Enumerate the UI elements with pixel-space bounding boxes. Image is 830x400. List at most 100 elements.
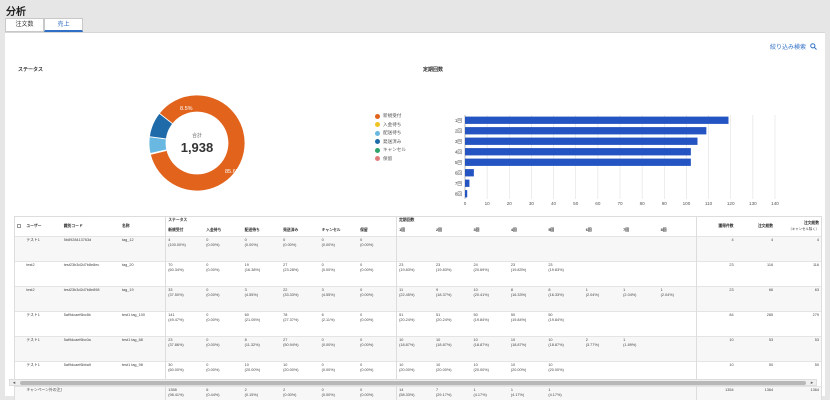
cell-status-count: 27 [283, 337, 288, 342]
bar-3回[interactable] [465, 137, 698, 145]
legend-dot-icon [375, 156, 380, 162]
cell-status-percent: (16.38%) [244, 267, 261, 272]
col-status[interactable]: 保留 [360, 228, 368, 232]
legend-label: 保留 [383, 155, 393, 161]
cell-status: 6 (2.11%) [320, 311, 358, 336]
tab-sales[interactable]: 売上 [44, 18, 83, 32]
col-repeat[interactable]: 2回 [436, 228, 442, 232]
x-tick-label: 130 [749, 201, 757, 205]
bar-1回[interactable] [465, 116, 729, 124]
cell-orders: 285 [766, 312, 774, 317]
col-repeat[interactable]: 3回 [473, 228, 480, 232]
x-tick-label: 100 [683, 201, 691, 205]
cell-status-count: 2 [244, 387, 247, 392]
col-repeat[interactable]: 6回 [585, 228, 592, 232]
cell-status: 0 (0.00%) [358, 361, 397, 386]
cell-repeat-percent: (20.00%) [436, 367, 452, 372]
table-row[interactable]: テスト1 5af9dcaef6bc0a test1 tag_88 23 (37.86%)… [15, 336, 821, 361]
cell-status-percent: (0.00%) [206, 342, 220, 347]
col-name[interactable]: 名称 [121, 223, 130, 228]
table-row[interactable]: テスト1 5b8928413763d tag_12 4 (100.00%) 0 (0.00%… [15, 236, 821, 261]
cell-status-percent: (0.00%) [206, 367, 220, 372]
cell-user: テスト1 [26, 237, 40, 242]
col-repeat[interactable]: 4回 [510, 228, 517, 232]
cell-orders-excl: 4 [816, 237, 819, 242]
cell-status-percent: (0.00%) [206, 242, 220, 247]
cell-repeat [659, 236, 696, 261]
col-repeat[interactable]: 7回 [623, 228, 630, 232]
col-orders[interactable]: 注文総数 [757, 223, 774, 228]
col-status[interactable]: 発送済み [283, 228, 299, 232]
cell-repeat-count: 23 [548, 262, 553, 267]
cell-user: キャンペーン外の注文 [26, 387, 62, 392]
col-user[interactable]: ユーザー [26, 223, 42, 228]
cell-repeat-percent: (20.00%) [399, 367, 415, 372]
bar-8回[interactable] [465, 190, 468, 198]
cell-repeat: 1 (2.04%) [621, 286, 658, 311]
donut-slice-3[interactable] [148, 112, 174, 140]
cell-acquired: 23 [695, 286, 736, 311]
horizontal-scrollbar[interactable]: ◂ ▸ [9, 379, 817, 386]
col-repeat[interactable]: 8回 [660, 228, 667, 232]
table-row[interactable]: test2 test23b3d2d7b8e898 tag_19 33 (37.50%) 0… [15, 286, 821, 311]
legend-item[interactable]: 保留 [375, 156, 406, 162]
cell-repeat-count: 23 [510, 262, 516, 267]
cell-orders-excl: 63 [814, 287, 819, 292]
legend-dot-icon [375, 113, 380, 119]
col-status[interactable]: 入金待ち [206, 228, 222, 232]
bar-7回[interactable] [465, 179, 470, 187]
cell-repeat-count: 23 [436, 262, 441, 267]
cell-repeat-percent: (2.04%) [623, 292, 637, 297]
col-repeat[interactable]: 1回 [396, 227, 435, 236]
legend-item[interactable]: キャンセル [375, 147, 406, 153]
cell-repeat-count: 10 [399, 362, 404, 367]
status-donut-chart: 8.5% 85.6% 合計 1,938 [145, 91, 249, 195]
cell-status-percent: (0.00%) [360, 317, 374, 322]
bar-6回[interactable] [465, 169, 474, 177]
cell-status: 6 (0.44%) [204, 386, 242, 400]
x-tick-label: 60 [595, 201, 601, 205]
cell-repeat-percent: (58.33%) [399, 392, 415, 397]
col-status[interactable]: 新規受付 [165, 227, 205, 236]
col-acquired[interactable]: 獲得件数 [695, 217, 736, 236]
filter-search-link[interactable]: 絞り込み検索 [770, 42, 817, 51]
cell-status-count: 0 [321, 362, 324, 367]
scroll-right-icon[interactable]: ▸ [810, 380, 814, 386]
legend-item[interactable]: 配送待ち [375, 130, 406, 136]
col-code[interactable]: 識別コード [63, 223, 83, 228]
legend-item[interactable]: 入金待ち [375, 122, 406, 128]
tab-order-count[interactable]: 注文数 [5, 18, 44, 32]
select-all-checkbox[interactable] [17, 223, 21, 228]
scroll-thumb[interactable] [20, 381, 806, 385]
legend-item[interactable]: 発送済み [375, 139, 406, 145]
scroll-left-icon[interactable]: ◂ [12, 380, 16, 386]
bar-4回[interactable] [465, 148, 691, 156]
y-category-label: 8回 [455, 191, 463, 197]
x-tick-label: 110 [705, 201, 713, 205]
cell-status-count: 33 [168, 287, 173, 292]
legend-dot-icon [375, 139, 380, 145]
table-row[interactable]: キャンペーン外の注文 1358 (98.41%) 6 (0.44%) 2 (0.15%) 2(… [15, 386, 821, 400]
tab-bar: 注文数 売上 [5, 18, 83, 32]
cell-repeat-percent: (18.87%) [510, 342, 527, 347]
cell-repeat: 1 (2.04%) [584, 286, 621, 311]
cell-name: tag_19 [121, 287, 134, 292]
bar-5回[interactable] [465, 158, 691, 166]
col-repeat[interactable]: 5回 [548, 228, 555, 232]
table-row[interactable]: test2 test23b3d2d7b8e8ec tag_20 70 (60.34%) 0… [15, 261, 821, 286]
col-orders-excl[interactable]: 注文総数 （キャンセル除く） [775, 217, 821, 236]
cell-repeat: 10 (20.00%) [509, 361, 546, 386]
legend-dot-icon [375, 147, 380, 153]
cell-repeat-percent: (20.69%) [473, 267, 489, 272]
col-status[interactable]: キャンセル [321, 228, 341, 232]
cell-status-count: 0 [206, 337, 209, 342]
cell-status-count: 0 [360, 362, 363, 367]
col-status[interactable]: 配送待ち [244, 228, 260, 232]
bar-2回[interactable] [465, 127, 707, 135]
x-tick-label: 90 [662, 201, 668, 205]
legend-item[interactable]: 新規受付 [375, 113, 406, 119]
donut-slice-0[interactable] [149, 94, 246, 192]
cell-status: 3 (4.55%) [320, 286, 358, 311]
cell-repeat [584, 386, 621, 400]
table-row[interactable]: テスト1 5af9dcaef6bc6b test1 tag_100 141 (49.47… [15, 311, 821, 336]
